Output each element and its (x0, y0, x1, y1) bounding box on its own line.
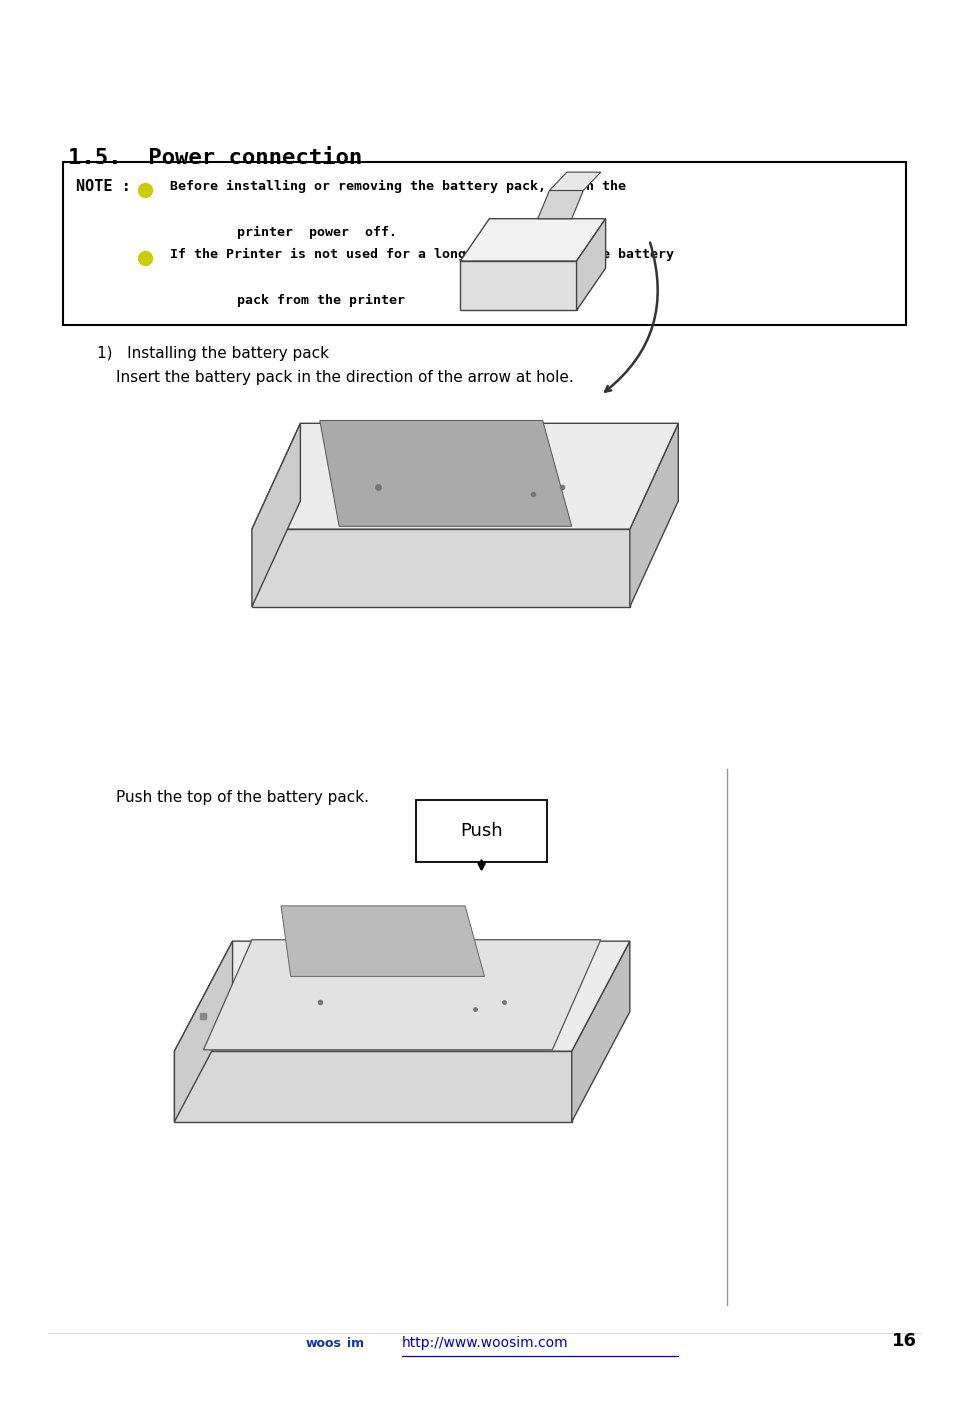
Polygon shape (630, 423, 678, 607)
Text: im: im (347, 1338, 364, 1350)
Polygon shape (252, 423, 300, 607)
Text: 1)   Installing the battery pack: 1) Installing the battery pack (97, 346, 328, 361)
Text: 1.5.  Power connection: 1.5. Power connection (68, 148, 362, 168)
FancyBboxPatch shape (416, 800, 547, 862)
Text: printer  power  off.: printer power off. (237, 226, 397, 240)
Polygon shape (281, 906, 484, 976)
Text: woos: woos (305, 1338, 341, 1350)
Polygon shape (549, 172, 601, 190)
Polygon shape (572, 941, 630, 1122)
Polygon shape (174, 1051, 572, 1122)
Text: Push: Push (460, 823, 503, 840)
Polygon shape (320, 420, 572, 526)
Text: Before installing or removing the battery pack,  turn the: Before installing or removing the batter… (170, 179, 626, 193)
Polygon shape (203, 940, 601, 1050)
Text: pack from the printer: pack from the printer (237, 293, 405, 308)
Text: 16: 16 (891, 1332, 917, 1350)
Text: Insert the battery pack in the direction of the arrow at hole.: Insert the battery pack in the direction… (116, 370, 574, 385)
Polygon shape (174, 941, 233, 1122)
Polygon shape (252, 529, 630, 607)
Text: If the Printer is not used for a long time,  remove the battery: If the Printer is not used for a long ti… (170, 247, 673, 261)
Text: http://www.woosim.com: http://www.woosim.com (402, 1336, 569, 1350)
Polygon shape (460, 219, 606, 261)
Text: NOTE :: NOTE : (76, 179, 131, 195)
Polygon shape (174, 941, 630, 1051)
Polygon shape (577, 219, 606, 310)
FancyBboxPatch shape (63, 162, 906, 325)
Text: Push the top of the battery pack.: Push the top of the battery pack. (116, 790, 369, 806)
Polygon shape (538, 190, 583, 219)
Polygon shape (252, 423, 678, 529)
Polygon shape (460, 261, 577, 310)
